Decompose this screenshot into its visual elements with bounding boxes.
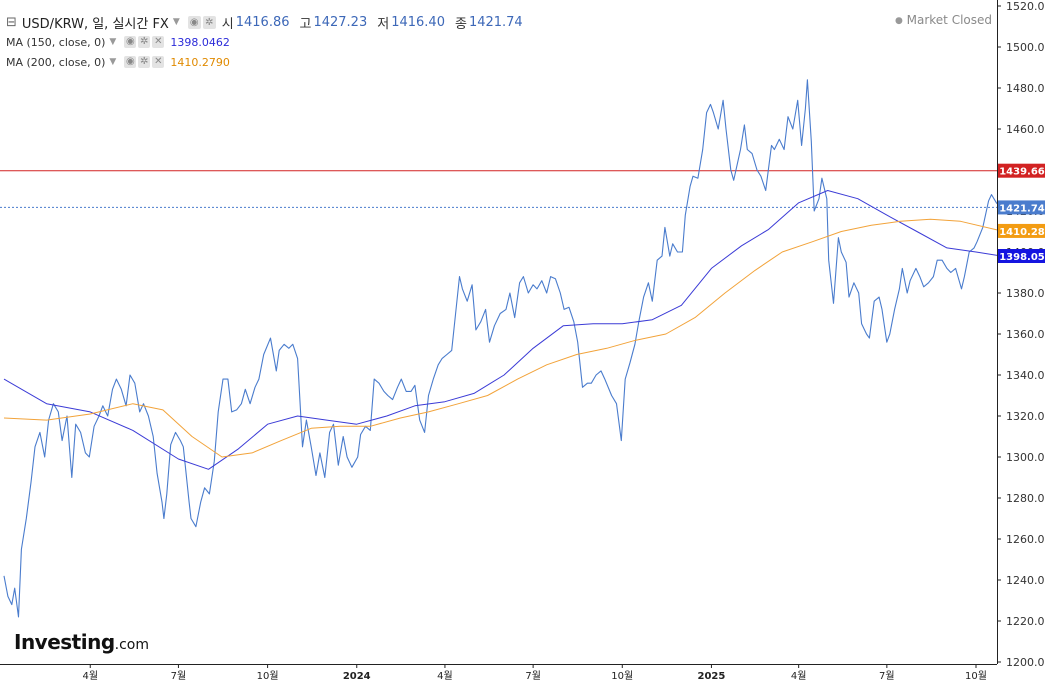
x-tick-label: 10월 bbox=[965, 670, 987, 681]
x-tick-label: 10월 bbox=[611, 670, 633, 681]
y-tick-label: 1460.00 bbox=[1006, 123, 1045, 136]
close-icon[interactable]: ✕ bbox=[152, 56, 165, 68]
x-tick-label: 4월 bbox=[82, 670, 98, 681]
y-tick-label: 1220.00 bbox=[1006, 615, 1045, 628]
x-tick-label: 7월 bbox=[525, 670, 541, 681]
market-status: ● Market Closed bbox=[895, 13, 992, 27]
gear-icon[interactable]: ✲ bbox=[138, 36, 151, 48]
x-tick-label: 7월 bbox=[171, 670, 187, 681]
collapse-icon[interactable]: ⊟ bbox=[6, 14, 17, 30]
price-label-bg bbox=[998, 163, 1045, 178]
eye-icon[interactable]: ◉ bbox=[124, 56, 137, 68]
indicator-ma200-controls: ◉ ✲ ✕ bbox=[124, 56, 165, 68]
close-label: 종 bbox=[454, 16, 467, 32]
x-tick-label: 4월 bbox=[437, 670, 453, 681]
status-dot-icon: ● bbox=[894, 16, 903, 26]
y-tick-label: 1360.00 bbox=[1006, 328, 1045, 341]
eye-icon[interactable]: ◉ bbox=[124, 36, 137, 48]
price-label-text: 1421.74 bbox=[999, 203, 1045, 214]
price-label-text: 1410.28 bbox=[999, 227, 1045, 238]
symbol-row: ⊟ USD/KRW, 일, 실시간 FX ▼ ◉ ✲ 시 1416.86 고 1… bbox=[6, 12, 533, 32]
y-tick-label: 1280.00 bbox=[1006, 492, 1045, 505]
indicator-ma200: MA (200, close, 0) ▼ ◉ ✲ ✕ 1410.2790 bbox=[6, 52, 533, 72]
indicator-ma150-controls: ◉ ✲ ✕ bbox=[124, 36, 165, 48]
chevron-down-icon[interactable]: ▼ bbox=[172, 17, 180, 27]
close-value: 1421.74 bbox=[468, 14, 523, 30]
price-label-1421.74: 1421.74 bbox=[998, 200, 1045, 215]
low-label: 저 bbox=[377, 16, 390, 32]
price-label-bg bbox=[998, 200, 1045, 215]
price-label-text: 1439.66 bbox=[999, 167, 1045, 178]
price-label-text: 1398.05 bbox=[999, 252, 1045, 263]
brand-domain: .com bbox=[114, 637, 150, 653]
x-tick-label: 4월 bbox=[791, 670, 807, 681]
x-tick-label: 2025 bbox=[698, 671, 726, 681]
open-label: 시 bbox=[221, 16, 234, 32]
gear-icon[interactable]: ✲ bbox=[202, 15, 216, 29]
ma200-line bbox=[3, 218, 1002, 458]
y-tick-label: 1260.00 bbox=[1006, 533, 1045, 546]
brand-name: Investing bbox=[14, 630, 115, 654]
price-label-1410.28: 1410.28 bbox=[998, 223, 1045, 238]
y-tick-label: 1300.00 bbox=[1006, 451, 1045, 464]
chevron-down-icon[interactable]: ▼ bbox=[109, 37, 117, 47]
y-tick-label: 1200.00 bbox=[1006, 656, 1045, 669]
price-label-1439.66: 1439.66 bbox=[998, 163, 1045, 178]
close-icon[interactable]: ✕ bbox=[152, 36, 165, 48]
market-status-text: Market Closed bbox=[906, 13, 992, 27]
y-tick-label: 1340.00 bbox=[1006, 369, 1045, 382]
ma150-line bbox=[3, 190, 1002, 470]
open-value: 1416.86 bbox=[235, 14, 290, 30]
indicator-ma150: MA (150, close, 0) ▼ ◉ ✲ ✕ 1398.0462 bbox=[6, 32, 533, 52]
y-tick-label: 1520.00 bbox=[1006, 0, 1045, 13]
high-value: 1427.23 bbox=[313, 14, 368, 30]
symbol-controls: ◉ ✲ bbox=[187, 15, 216, 29]
indicator-ma150-label: MA (150, close, 0) bbox=[6, 35, 106, 49]
y-tick-label: 1320.00 bbox=[1006, 410, 1045, 423]
x-tick-label: 2024 bbox=[343, 671, 371, 681]
eye-icon[interactable]: ◉ bbox=[187, 15, 201, 29]
price-label-bg bbox=[998, 248, 1045, 263]
price-label-bg bbox=[998, 223, 1045, 238]
indicator-ma200-label: MA (200, close, 0) bbox=[6, 55, 106, 69]
price-label-1398.05: 1398.05 bbox=[998, 248, 1045, 263]
brand-logo: Investing.com bbox=[14, 630, 149, 654]
symbol-title: USD/KRW, 일, 실시간 FX bbox=[21, 16, 169, 32]
chart-legend: ⊟ USD/KRW, 일, 실시간 FX ▼ ◉ ✲ 시 1416.86 고 1… bbox=[6, 12, 533, 72]
gear-icon[interactable]: ✲ bbox=[138, 56, 151, 68]
chevron-down-icon[interactable]: ▼ bbox=[109, 57, 117, 67]
y-tick-label: 1240.00 bbox=[1006, 574, 1045, 587]
x-tick-label: 7월 bbox=[879, 670, 895, 681]
y-tick-label: 1380.00 bbox=[1006, 287, 1045, 300]
indicator-ma200-value: 1410.2790 bbox=[170, 55, 230, 69]
x-tick-label: 10월 bbox=[257, 670, 279, 681]
y-tick-label: 1500.00 bbox=[1006, 41, 1045, 54]
low-value: 1416.40 bbox=[391, 14, 445, 30]
indicator-ma150-value: 1398.0462 bbox=[170, 35, 230, 49]
y-tick-label: 1480.00 bbox=[1006, 82, 1045, 95]
high-label: 고 bbox=[299, 16, 312, 32]
price-line bbox=[3, 79, 1002, 618]
